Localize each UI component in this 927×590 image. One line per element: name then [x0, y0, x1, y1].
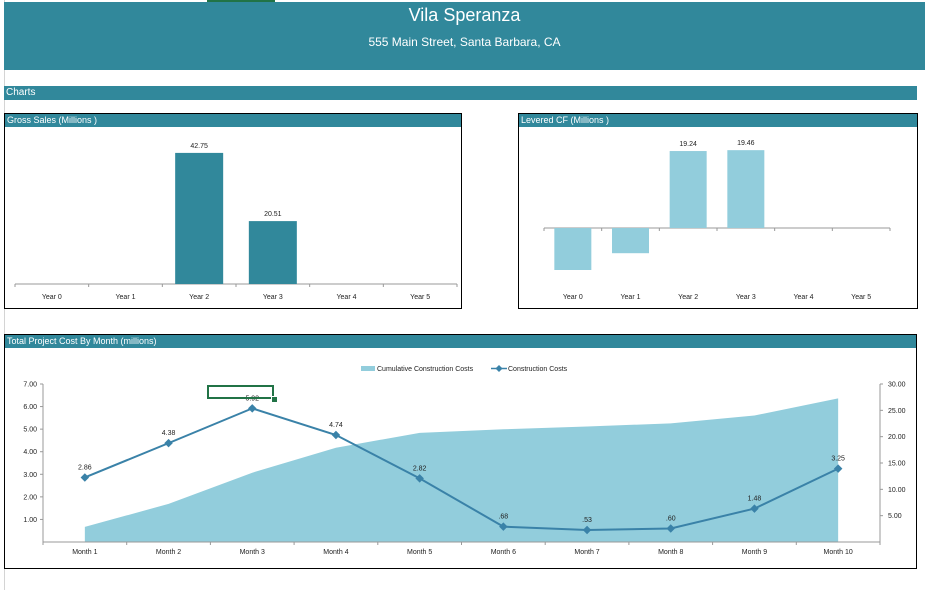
legend-swatch-area	[361, 366, 375, 371]
x-tick-label: Year 0	[563, 294, 583, 301]
x-tick-label: Year 2	[678, 294, 698, 301]
report-header: Vila Speranza 555 Main Street, Santa Bar…	[4, 2, 925, 70]
property-address: 555 Main Street, Santa Barbara, CA	[368, 35, 561, 49]
line-construction-costs	[84, 407, 839, 532]
data-label: 1.48	[748, 496, 762, 503]
x-tick-label: Month 10	[824, 549, 853, 556]
project-cost-chart-panel[interactable]: Total Project Cost By Month (millions) C…	[4, 334, 917, 569]
x-tick-label: Year 0	[42, 294, 62, 301]
y-right-tick-label: 25.00	[888, 408, 906, 415]
x-tick-label: Year 3	[736, 294, 756, 301]
data-label: .60	[666, 515, 676, 522]
data-label: 42.75	[190, 143, 208, 150]
data-label: 19.24	[679, 141, 697, 148]
chart-title: Total Project Cost By Month (millions)	[5, 335, 916, 348]
y-left-tick-label: 7.00	[23, 382, 37, 389]
x-tick-label: Month 4	[323, 549, 348, 556]
line-marker	[331, 430, 341, 440]
data-label: 2.86	[78, 464, 92, 471]
bar	[727, 150, 765, 228]
x-tick-label: Month 8	[658, 549, 683, 556]
x-tick-label: Year 2	[189, 294, 209, 301]
fill-handle[interactable]	[271, 396, 278, 403]
bar	[669, 151, 707, 228]
y-left-tick-label: 5.00	[23, 427, 37, 434]
y-left-tick-label: 4.00	[23, 449, 37, 456]
data-label: 3.25	[831, 456, 845, 463]
line-marker	[582, 525, 592, 535]
data-label: 4.38	[162, 430, 176, 437]
chart-title: Gross Sales (Millions )	[5, 114, 461, 127]
x-tick-label: Year 5	[851, 294, 871, 301]
line-marker	[499, 522, 508, 531]
y-left-tick-label: 1.00	[23, 517, 37, 524]
y-right-tick-label: 10.00	[888, 487, 906, 494]
x-tick-label: Month 9	[742, 549, 767, 556]
x-tick-label: Month 2	[156, 549, 181, 556]
legend-label: Construction Costs	[508, 366, 568, 373]
line-marker	[415, 474, 424, 483]
y-left-tick-label: 2.00	[23, 494, 37, 501]
line-marker	[248, 404, 257, 413]
line-marker	[164, 438, 173, 448]
cell-selection[interactable]	[207, 385, 274, 399]
bar	[175, 152, 224, 284]
y-right-tick-label: 5.00	[888, 513, 902, 520]
gross-sales-chart-panel[interactable]: Gross Sales (Millions ) Year 0 Year 1 42.7…	[4, 113, 462, 309]
y-right-tick-label: 20.00	[888, 434, 906, 441]
x-tick-label: Year 1	[116, 294, 136, 301]
x-tick-label: Year 3	[263, 294, 283, 301]
x-tick-label: Year 5	[410, 294, 430, 301]
legend-label: Cumulative Construction Costs	[377, 366, 474, 373]
x-tick-label: Month 1	[72, 549, 97, 556]
y-left-tick-label: 3.00	[23, 472, 37, 479]
legend-swatch-marker	[495, 364, 503, 373]
data-label: 20.51	[264, 211, 282, 218]
x-tick-label: Year 1	[621, 294, 641, 301]
x-tick-label: Month 6	[491, 549, 516, 556]
chart-title: Levered CF (Millions )	[519, 114, 917, 127]
data-label: .68	[498, 514, 508, 521]
bar	[248, 221, 297, 284]
section-header-charts: Charts	[4, 86, 917, 100]
y-right-tick-label: 30.00	[888, 382, 906, 389]
x-tick-label: Month 7	[574, 549, 599, 556]
gross-sales-chart: Year 0 Year 1 42.75 Year 2 20.51 Year 3 Year 4…	[14, 143, 458, 301]
page-title: Vila Speranza	[408, 5, 521, 25]
x-tick-label: Month 3	[240, 549, 265, 556]
area-cumulative-costs	[84, 398, 839, 542]
bar	[554, 228, 592, 270]
data-label: 19.46	[737, 140, 755, 147]
x-tick-label: Year 4	[337, 294, 357, 301]
y-left-tick-label: 6.00	[23, 404, 37, 411]
x-tick-label: Month 5	[407, 549, 432, 556]
active-column-marker	[207, 0, 275, 2]
levered-cf-chart-panel[interactable]: Levered CF (Millions ) Year 0 Year 1 19.24…	[518, 113, 918, 309]
bar	[612, 228, 649, 254]
y-right-tick-label: 15.00	[888, 461, 906, 468]
project-cost-chart: Cumulative Construction Costs Constructio…	[23, 364, 906, 556]
data-label: 4.74	[329, 422, 343, 429]
levered-cf-chart: Year 0 Year 1 19.24 Year 2 19.46 Year 3 Year 4…	[543, 140, 891, 301]
data-label: 2.82	[413, 465, 427, 472]
data-label: .53	[582, 517, 592, 524]
line-marker	[80, 473, 90, 482]
x-tick-label: Year 4	[794, 294, 814, 301]
